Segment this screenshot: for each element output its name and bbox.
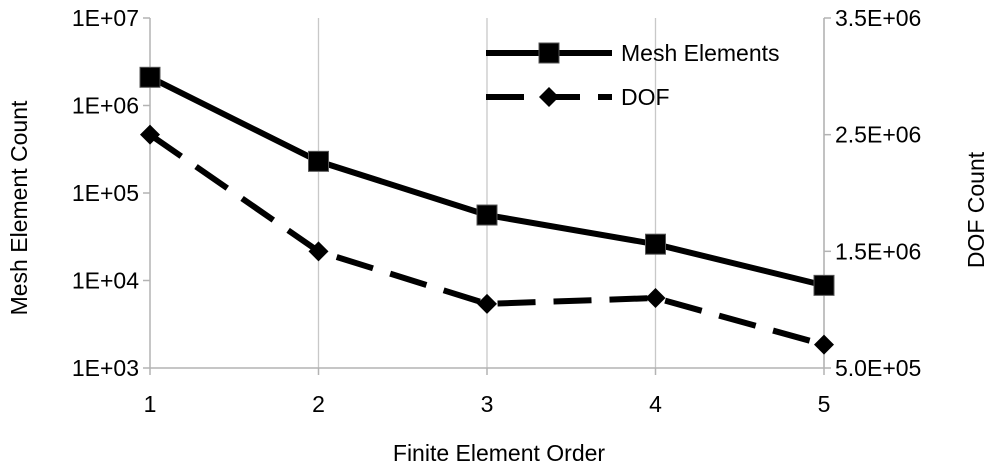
data-point-dof [308,241,329,262]
data-point-dof [814,334,834,355]
left-tick-label: 1E+07 [72,5,139,31]
x-tick-labels: 1 2 3 4 5 [144,368,831,417]
data-point-mesh-elements [476,204,498,226]
right-tick-label: 1.5E+06 [835,238,921,264]
legend-label-dof: DOF [621,84,670,110]
data-point-mesh-elements [813,274,835,296]
y-axis-label: Mesh Element Count [6,100,32,315]
left-tick-labels: 1E+03 1E+04 1E+05 1E+06 1E+07 [72,5,150,381]
x-tick-label: 3 [481,391,494,417]
x-tick-label: 5 [818,391,831,417]
data-point-mesh-elements [139,66,161,88]
data-point-dof [140,124,160,145]
legend-label-mesh-elements: Mesh Elements [621,40,780,66]
left-tick-label: 1E+04 [72,268,139,294]
left-tick-label: 1E+05 [72,180,139,206]
series-line-dof [148,132,825,348]
right-tick-label: 3.5E+06 [835,5,921,31]
legend: Mesh Elements DOF [486,40,780,110]
series-markers [139,66,835,355]
x-axis-label: Finite Element Order [393,440,606,466]
x-tick-label: 2 [312,391,325,417]
left-tick-label: 1E+03 [72,355,139,381]
y2-axis-label: DOF Count [963,151,989,268]
right-tick-label: 2.5E+06 [835,122,921,148]
data-point-mesh-elements [308,150,329,172]
grid-lines [317,18,825,368]
legend-marker-dof [539,87,559,107]
legend-marker-mesh-elements [538,42,560,64]
data-point-mesh-elements [645,233,666,255]
left-tick-label: 1E+06 [72,93,139,119]
data-point-dof [645,288,666,308]
x-tick-label: 1 [144,391,157,417]
x-tick-label: 4 [649,391,662,417]
data-point-dof [477,293,497,314]
right-tick-labels: 5.0E+05 1.5E+06 2.5E+06 3.5E+06 [824,5,921,381]
right-tick-label: 5.0E+05 [835,355,921,381]
